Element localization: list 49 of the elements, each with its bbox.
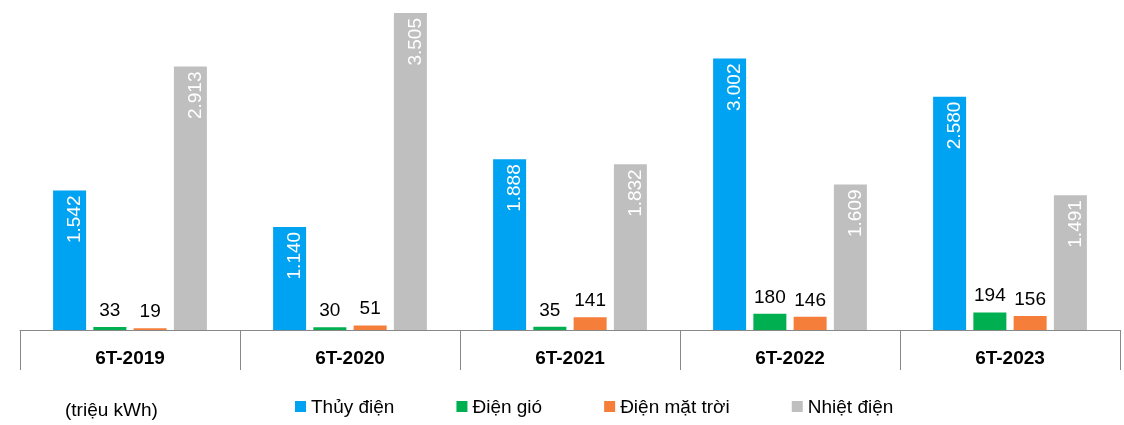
bar (353, 325, 387, 330)
legend-label: Điện mặt trời (620, 396, 730, 417)
data-label: 33 (99, 299, 121, 321)
data-label: 146 (794, 288, 826, 310)
data-label: 180 (754, 285, 786, 307)
bar (273, 226, 307, 330)
data-label: 3.505 (403, 18, 425, 66)
data-label: 3.002 (723, 63, 745, 112)
x-tick-label: 6T-2019 (95, 347, 165, 368)
bar (933, 96, 967, 330)
bar (573, 317, 607, 330)
legend-label: Điện gió (472, 396, 543, 417)
x-tick-label: 6T-2022 (755, 347, 825, 368)
bar (93, 327, 127, 330)
data-label: 1.832 (623, 169, 645, 217)
data-label: 1.542 (63, 195, 85, 244)
bar (393, 13, 427, 330)
data-label: 2.913 (183, 71, 205, 120)
data-label: 194 (974, 284, 1007, 306)
bar (713, 58, 747, 330)
bar (533, 326, 567, 330)
legend-label: Thủy điện (311, 396, 395, 417)
data-label: 1.609 (843, 189, 865, 238)
data-label: 30 (319, 299, 341, 321)
data-label: 51 (359, 297, 381, 319)
bar (1013, 315, 1047, 330)
bar (493, 159, 527, 330)
bar (793, 316, 827, 330)
x-tick-label: 6T-2021 (535, 347, 606, 368)
bar (1053, 195, 1087, 330)
x-tick-label: 6T-2020 (315, 347, 385, 368)
bar (173, 66, 207, 330)
data-label: 141 (574, 289, 606, 311)
data-label: 1.888 (503, 164, 525, 212)
data-label: 1.491 (1063, 200, 1085, 248)
data-label: 35 (539, 298, 561, 320)
data-label: 2.580 (943, 101, 965, 150)
data-label: 156 (1014, 287, 1046, 309)
bar (833, 184, 867, 330)
data-label: 1.140 (283, 231, 305, 280)
data-label: 19 (139, 300, 161, 322)
bar (613, 164, 647, 330)
bar (973, 312, 1007, 330)
text: (triệu kWh) (65, 399, 158, 420)
bar (313, 327, 347, 330)
legend-label: Nhiệt điện (807, 396, 894, 417)
bar (753, 313, 787, 330)
x-tick-label: 6T-2023 (975, 347, 1045, 368)
bar (53, 190, 87, 330)
